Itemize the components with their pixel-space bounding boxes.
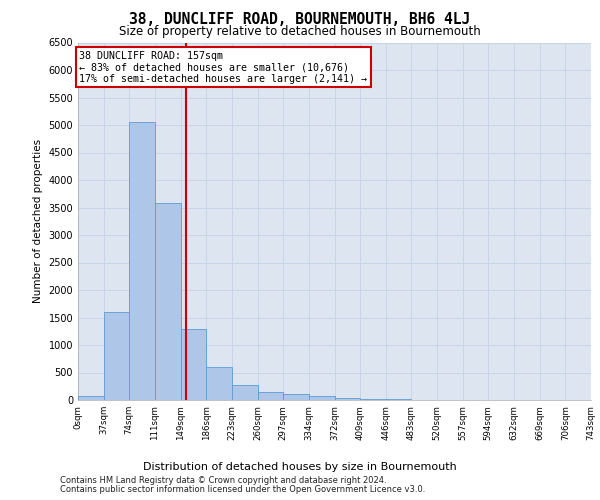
Bar xyxy=(129,122,155,400)
Bar xyxy=(206,367,232,400)
Text: 38, DUNCLIFF ROAD, BOURNEMOUTH, BH6 4LJ: 38, DUNCLIFF ROAD, BOURNEMOUTH, BH6 4LJ xyxy=(130,12,470,28)
Bar xyxy=(283,394,308,400)
Text: Contains HM Land Registry data © Crown copyright and database right 2024.: Contains HM Land Registry data © Crown c… xyxy=(60,476,386,485)
Bar xyxy=(308,396,335,400)
Bar xyxy=(104,312,129,400)
Y-axis label: Number of detached properties: Number of detached properties xyxy=(33,139,43,304)
Bar xyxy=(78,396,104,400)
Bar xyxy=(335,398,361,400)
Text: 38 DUNCLIFF ROAD: 157sqm
← 83% of detached houses are smaller (10,676)
17% of se: 38 DUNCLIFF ROAD: 157sqm ← 83% of detach… xyxy=(79,51,367,84)
Bar xyxy=(257,392,283,400)
Bar xyxy=(232,385,257,400)
Text: Contains public sector information licensed under the Open Government Licence v3: Contains public sector information licen… xyxy=(60,484,425,494)
Bar xyxy=(361,399,386,400)
Bar xyxy=(181,328,206,400)
Text: Distribution of detached houses by size in Bournemouth: Distribution of detached houses by size … xyxy=(143,462,457,472)
Bar xyxy=(155,203,181,400)
Text: Size of property relative to detached houses in Bournemouth: Size of property relative to detached ho… xyxy=(119,25,481,38)
